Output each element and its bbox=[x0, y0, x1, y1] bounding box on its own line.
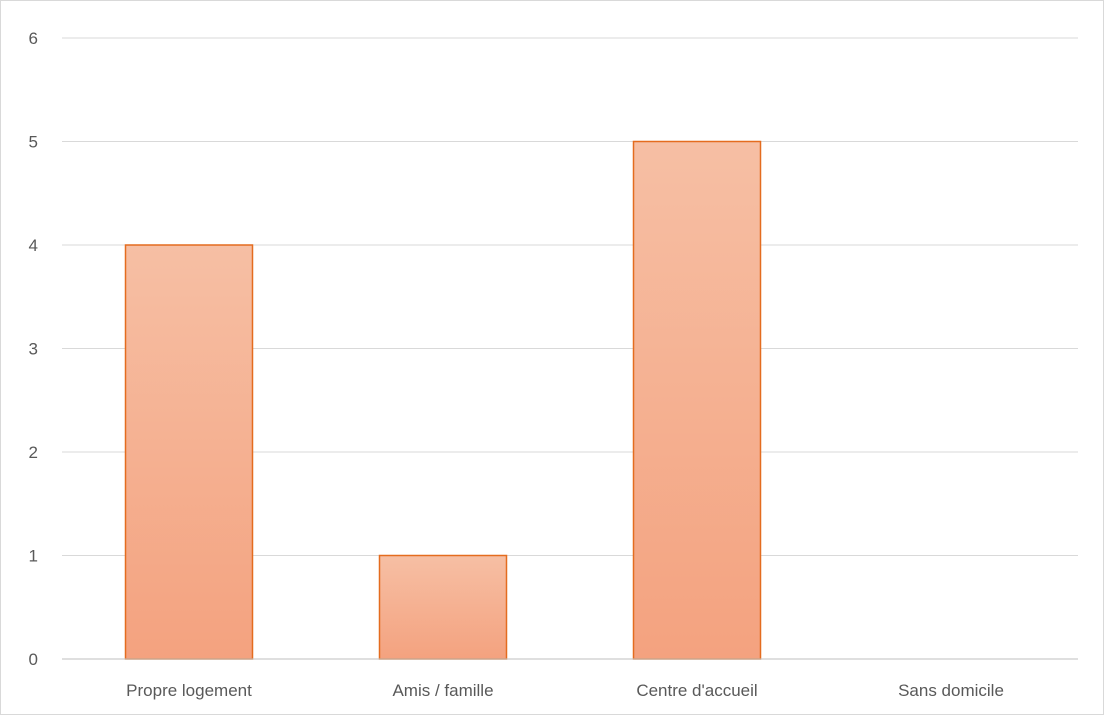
bar-0 bbox=[126, 245, 253, 659]
y-tick-label: 2 bbox=[29, 443, 38, 462]
y-tick-label: 5 bbox=[29, 133, 38, 152]
y-tick-labels: 0 1 2 3 4 5 6 bbox=[29, 29, 38, 669]
bars bbox=[126, 142, 761, 660]
y-tick-label: 6 bbox=[29, 29, 38, 48]
y-tick-label: 3 bbox=[29, 340, 38, 359]
y-tick-label: 1 bbox=[29, 547, 38, 566]
bar-1 bbox=[380, 556, 507, 660]
y-tick-label: 0 bbox=[29, 650, 38, 669]
category-label: Sans domicile bbox=[898, 681, 1004, 700]
y-tick-label: 4 bbox=[29, 236, 38, 255]
category-labels: Propre logement Amis / famille Centre d'ac… bbox=[126, 681, 1004, 700]
bar-2 bbox=[634, 142, 761, 660]
category-label: Centre d'accueil bbox=[636, 681, 757, 700]
category-label: Amis / famille bbox=[392, 681, 493, 700]
category-label: Propre logement bbox=[126, 681, 252, 700]
